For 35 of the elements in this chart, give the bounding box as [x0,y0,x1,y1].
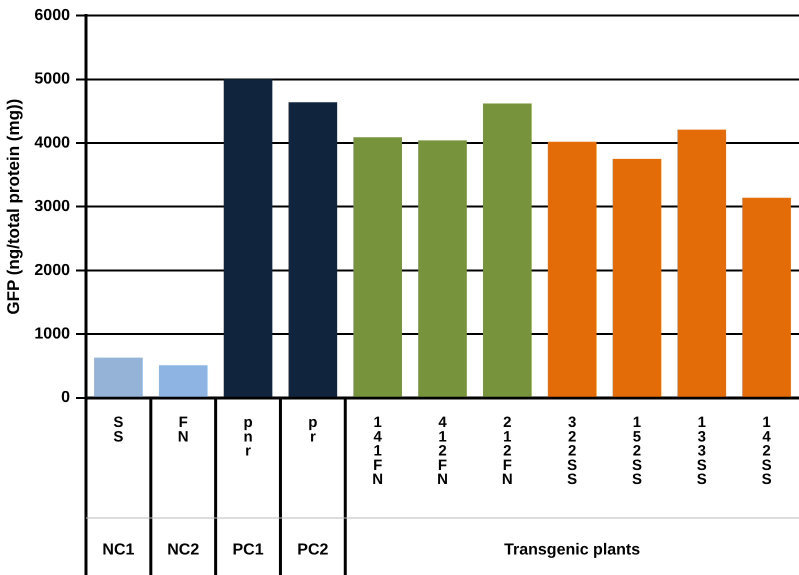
bar [94,358,143,397]
x-tick-label: 212FN [502,414,513,488]
x-tick-label: FN [178,414,189,446]
y-tick-label: 5000 [34,70,70,88]
bar [612,158,662,397]
bar [483,103,532,397]
bar [548,142,596,397]
y-tick-label: 1000 [34,325,70,342]
bar [742,198,791,397]
y-tick-label: 4000 [34,134,70,152]
x-tick-label: pnr [243,414,253,460]
x-tick-label: 152SS [632,414,642,488]
bar [288,102,338,397]
x-tick-label: 412FN [437,414,448,488]
text: NC1 [102,541,135,558]
x-tick-label: pr [308,414,318,446]
text: PC2 [297,541,329,558]
text: Transgenic plants [504,541,640,558]
y-tick-label: 2000 [34,262,70,279]
bar [677,130,726,397]
x-tick-label: 133SS [696,414,707,488]
x-tick-label: 142SS [762,414,772,488]
bar [158,365,208,397]
bar [418,140,467,397]
y-tick-label: 6000 [34,7,70,24]
x-tick-label: 322SS [567,414,578,488]
y-axis-title: GFP (ng/total protein (mg)) [4,98,23,315]
text: PC1 [232,541,264,558]
bar [353,137,402,397]
bar [224,79,272,397]
y-tick-label: 0 [61,389,70,406]
x-tick-label: 141FN [372,414,384,488]
x-tick-label: SS [113,414,124,446]
y-tick-label: 3000 [34,198,70,216]
text: NC2 [167,541,200,558]
